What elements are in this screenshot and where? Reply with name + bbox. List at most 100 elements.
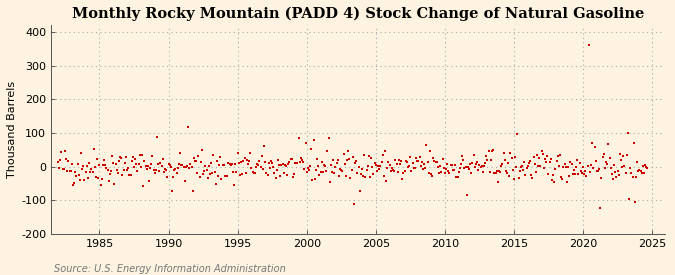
Point	[456, 162, 466, 167]
Point	[64, 169, 75, 173]
Point	[590, 159, 601, 163]
Point	[61, 157, 72, 161]
Point	[325, 163, 336, 167]
Point	[363, 154, 374, 158]
Point	[591, 168, 602, 173]
Point	[113, 159, 124, 163]
Point	[320, 164, 331, 169]
Point	[412, 158, 423, 163]
Point	[385, 169, 396, 174]
Point	[348, 155, 358, 160]
Point	[504, 174, 515, 178]
Point	[180, 179, 190, 183]
Point	[142, 164, 153, 168]
Point	[387, 168, 398, 172]
Point	[550, 166, 561, 171]
Point	[193, 154, 204, 158]
Point	[429, 159, 440, 163]
Point	[215, 155, 225, 159]
Point	[136, 153, 147, 157]
Point	[495, 170, 506, 174]
Point	[80, 170, 91, 174]
Point	[382, 166, 393, 170]
Point	[161, 167, 171, 172]
Point	[374, 167, 385, 172]
Point	[55, 158, 65, 163]
Point	[262, 172, 273, 177]
Point	[599, 166, 610, 171]
Point	[87, 170, 98, 175]
Point	[252, 162, 263, 166]
Point	[369, 161, 380, 165]
Point	[356, 172, 367, 177]
Point	[637, 171, 647, 175]
Point	[562, 180, 572, 184]
Point	[459, 166, 470, 170]
Point	[154, 168, 165, 173]
Point	[535, 164, 546, 168]
Point	[379, 149, 390, 153]
Point	[288, 175, 298, 179]
Point	[489, 170, 500, 175]
Point	[69, 181, 80, 185]
Point	[588, 166, 599, 170]
Point	[291, 161, 302, 165]
Point	[616, 158, 626, 162]
Point	[286, 157, 297, 161]
Point	[328, 158, 339, 163]
Point	[405, 155, 416, 160]
Point	[109, 182, 120, 186]
Point	[258, 166, 269, 171]
Point	[128, 154, 138, 159]
Point	[321, 169, 331, 174]
Point	[157, 157, 168, 162]
Point	[304, 164, 315, 168]
Point	[201, 168, 212, 172]
Point	[92, 156, 103, 161]
Point	[352, 171, 362, 176]
Point	[384, 162, 395, 167]
Point	[168, 175, 179, 179]
Point	[194, 175, 205, 179]
Point	[633, 169, 644, 174]
Point	[79, 178, 90, 183]
Point	[268, 165, 279, 169]
Point	[437, 157, 448, 162]
Point	[99, 157, 109, 162]
Point	[356, 166, 367, 171]
Title: Monthly Rocky Mountain (PADD 4) Stock Change of Natural Gasoline: Monthly Rocky Mountain (PADD 4) Stock Ch…	[72, 7, 644, 21]
Point	[514, 169, 525, 173]
Point	[506, 156, 517, 160]
Point	[165, 164, 176, 169]
Point	[568, 168, 579, 173]
Point	[144, 166, 155, 170]
Point	[221, 174, 232, 178]
Point	[103, 179, 114, 183]
Point	[281, 164, 292, 168]
Point	[275, 174, 286, 178]
Point	[438, 166, 449, 170]
Point	[421, 142, 432, 147]
Y-axis label: Thousand Barrels: Thousand Barrels	[7, 81, 17, 178]
Point	[301, 170, 312, 175]
Point	[202, 176, 213, 180]
Point	[100, 163, 111, 167]
Point	[195, 160, 206, 164]
Point	[234, 173, 245, 178]
Point	[122, 168, 132, 172]
Point	[415, 164, 426, 169]
Point	[223, 161, 234, 165]
Point	[593, 169, 603, 173]
Point	[188, 189, 198, 193]
Point	[184, 166, 194, 170]
Point	[333, 173, 344, 178]
Point	[332, 158, 343, 163]
Point	[377, 153, 388, 157]
Point	[260, 160, 271, 164]
Point	[296, 156, 306, 160]
Point	[214, 163, 225, 167]
Point	[205, 172, 215, 177]
Point	[518, 168, 529, 172]
Point	[402, 160, 412, 164]
Point	[502, 171, 512, 175]
